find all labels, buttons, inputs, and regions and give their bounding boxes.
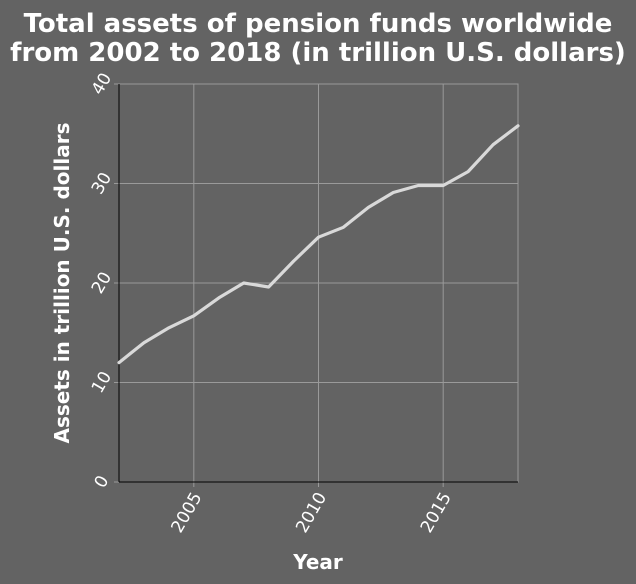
- x-tick-label: 2005: [168, 489, 207, 536]
- chart-title-line-2: from 2002 to 2018 (in trillion U.S. doll…: [10, 38, 626, 68]
- chart-title-line-1: Total assets of pension funds worldwide: [24, 9, 613, 39]
- series-line-0: [117, 124, 520, 365]
- axes: [114, 83, 519, 487]
- x-tick-labels: 2005 2010 2015: [168, 489, 456, 536]
- x-tick-label: 2010: [292, 489, 331, 536]
- y-tick-label: 20: [88, 269, 116, 298]
- y-tick-label: 0: [91, 472, 114, 491]
- y-axis-label: Assets in trillion U.S. dollars: [50, 123, 74, 444]
- y-tick-label: 30: [88, 169, 116, 198]
- y-tick-labels: 0 10 20 30 40: [88, 70, 116, 492]
- grid-lines: [119, 83, 518, 482]
- x-axis-label: Year: [292, 550, 343, 574]
- y-tick-label: 10: [88, 368, 116, 397]
- x-tick-label: 2015: [417, 489, 456, 536]
- y-tick-label: 40: [88, 70, 116, 99]
- series-group: [117, 124, 520, 365]
